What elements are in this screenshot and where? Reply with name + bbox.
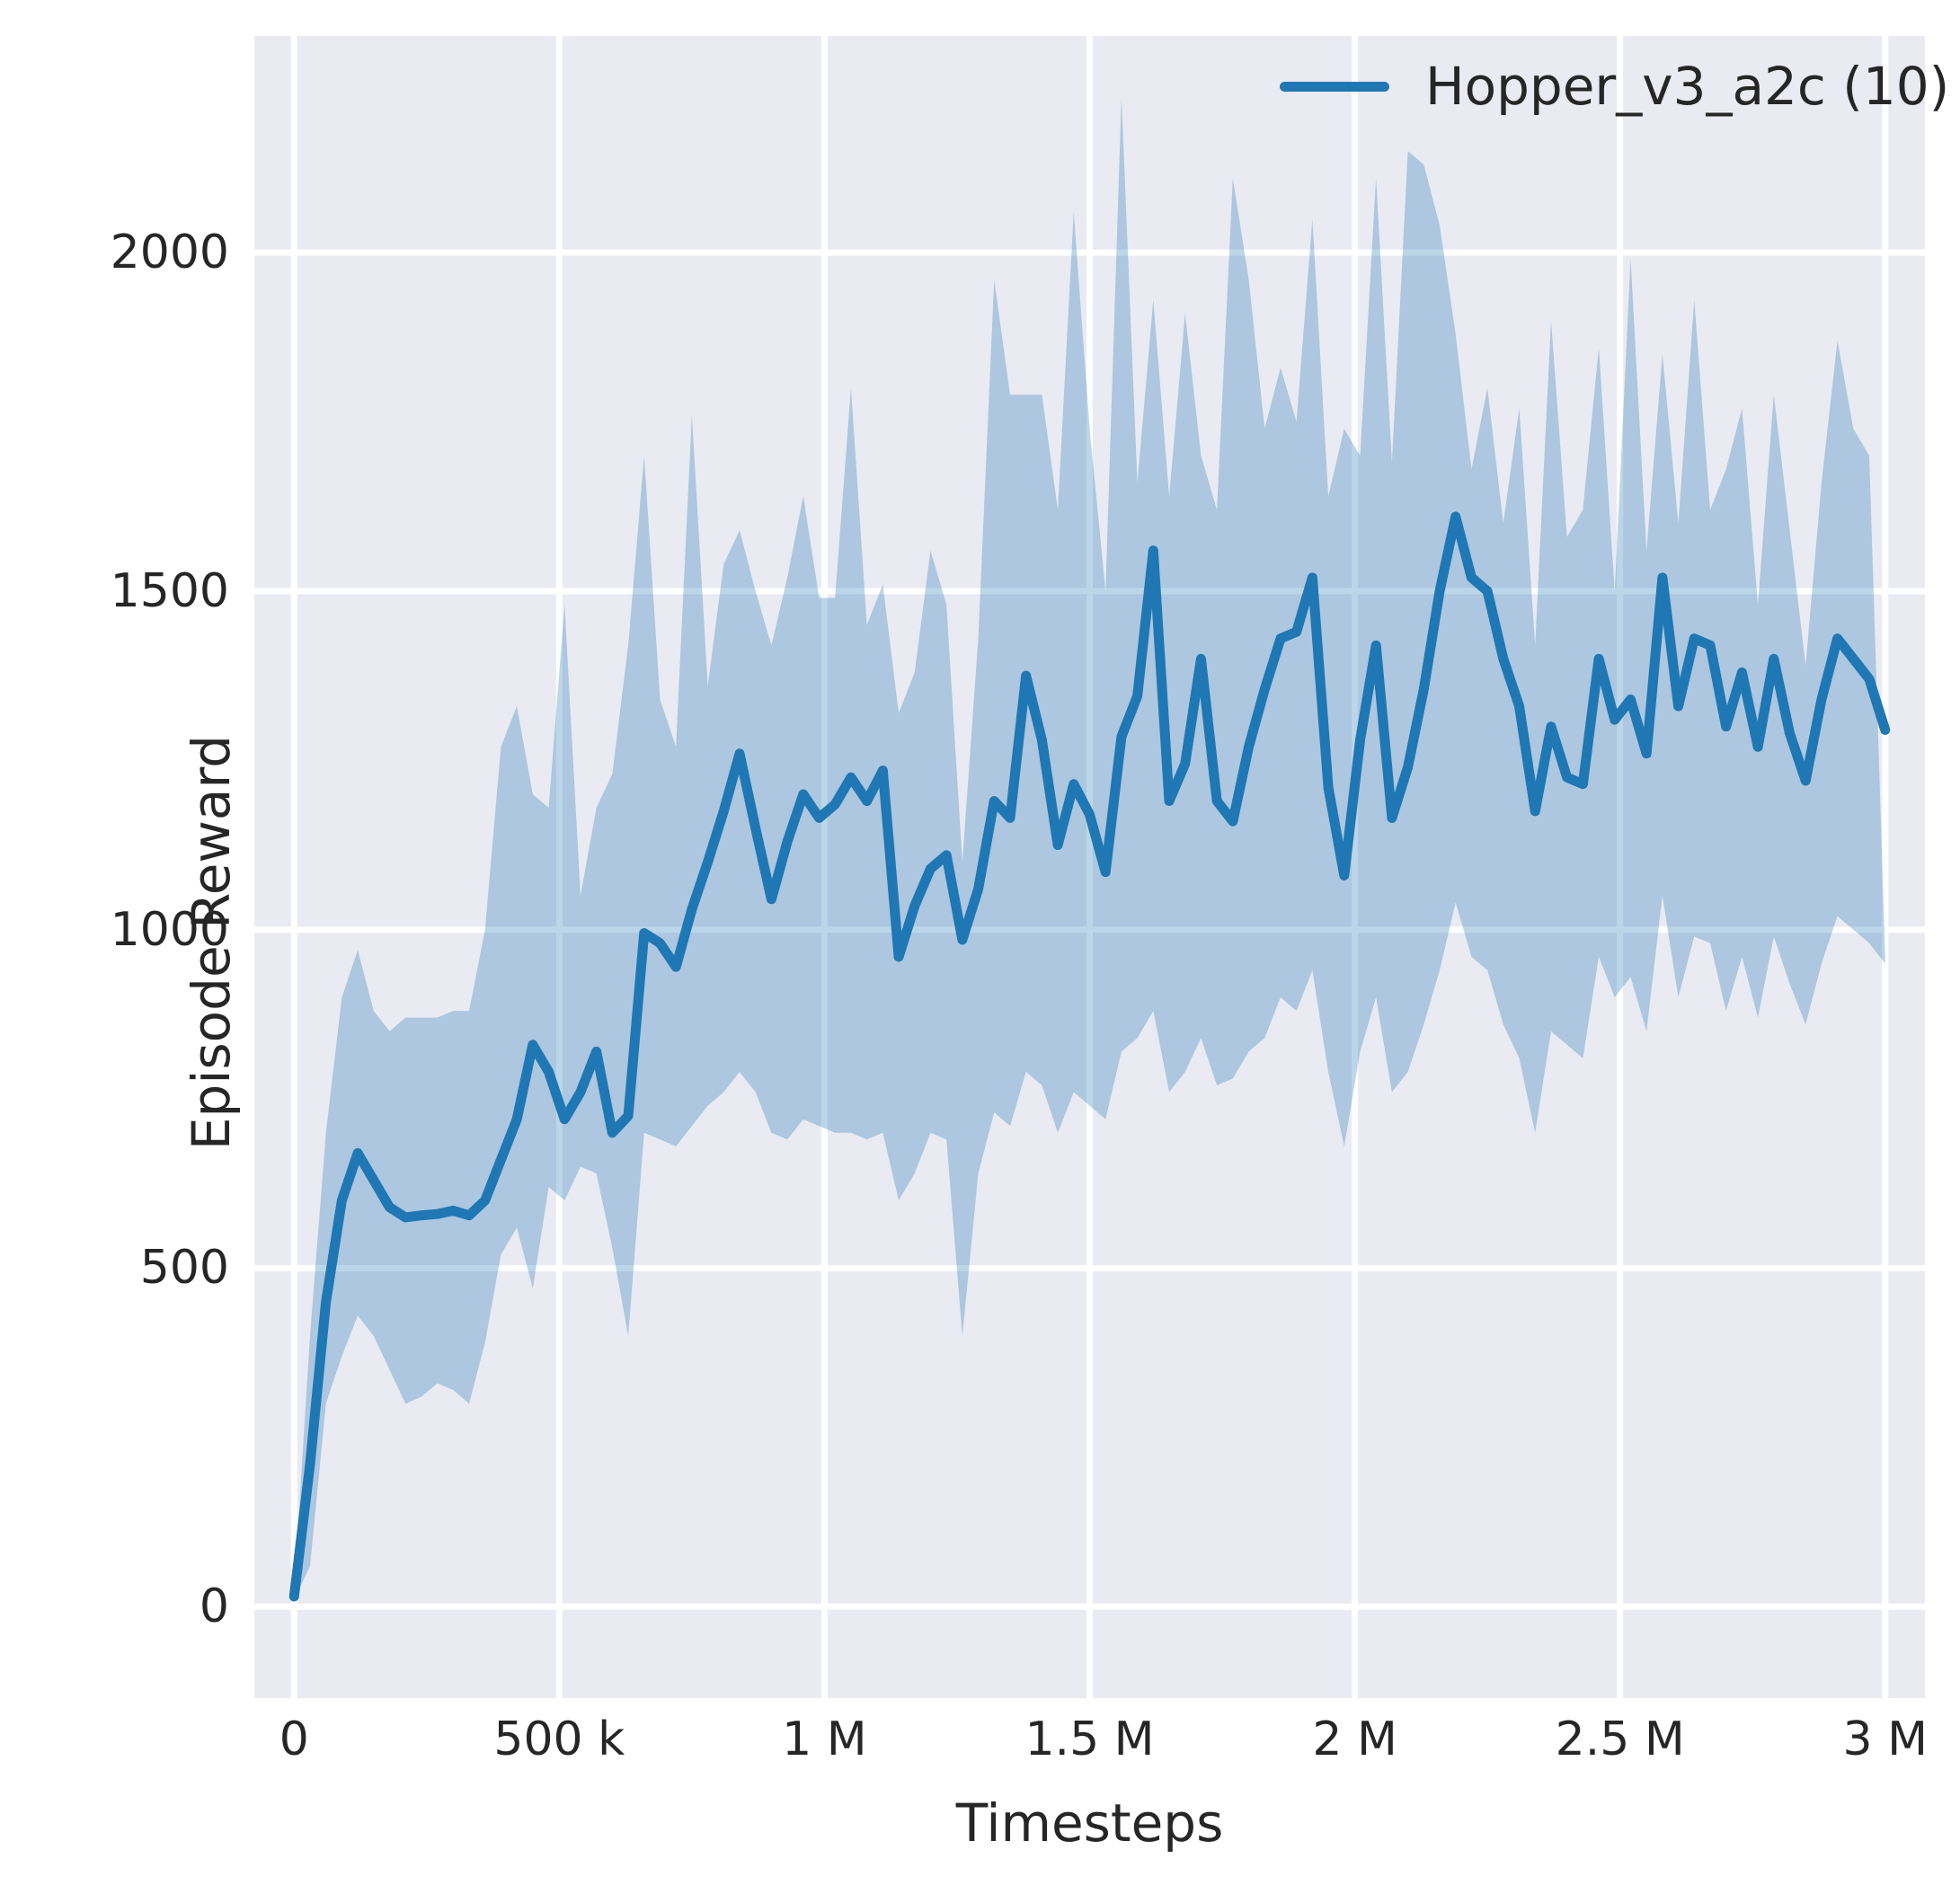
x-axis-title: Timesteps	[955, 1792, 1224, 1854]
x-tick-label: 1.5 M	[1024, 1712, 1155, 1766]
gridlines	[254, 36, 1925, 1698]
y-tick-label: 2000	[110, 226, 229, 280]
x-tick-label: 500 k	[493, 1712, 625, 1766]
x-tick-label: 3 M	[1842, 1712, 1928, 1766]
x-tick-label: 2 M	[1312, 1712, 1397, 1766]
plot-area	[254, 36, 1925, 1698]
legend: Hopper_v3_a2c (10)	[1280, 56, 1949, 117]
confidence-band	[294, 96, 1885, 1600]
plot-svg	[254, 36, 1925, 1698]
legend-color-swatch	[1280, 81, 1389, 92]
mean-line	[288, 511, 1891, 1602]
y-tick-label: 500	[139, 1241, 229, 1296]
x-tick-label: 2.5 M	[1555, 1712, 1685, 1766]
x-tick-label: 0	[279, 1712, 309, 1766]
y-tick-label: 0	[199, 1580, 229, 1634]
legend-label: Hopper_v3_a2c (10)	[1425, 56, 1950, 117]
x-tick-label: 1 M	[782, 1712, 867, 1766]
y-tick-label: 1000	[110, 902, 229, 957]
y-tick-label: 1500	[110, 563, 229, 618]
